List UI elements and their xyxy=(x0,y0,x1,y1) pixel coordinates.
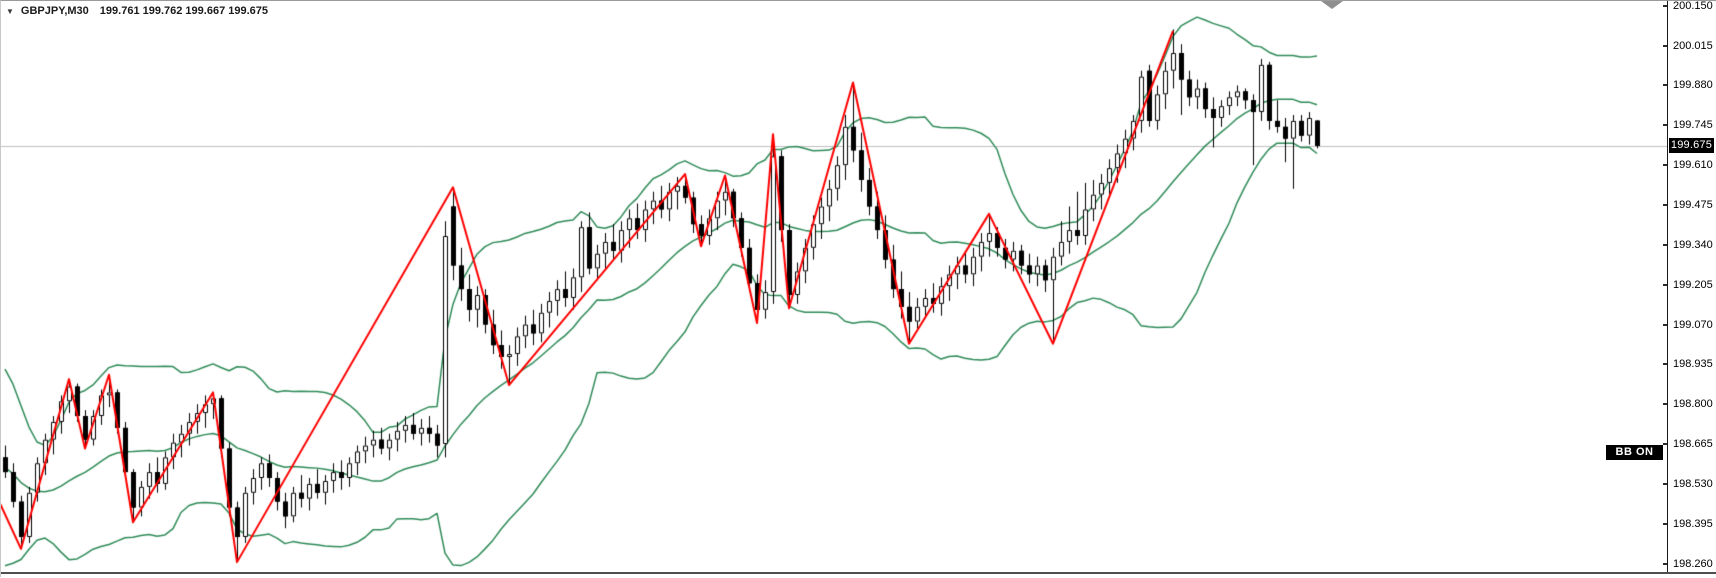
price-tick-label: 198.935 xyxy=(1673,358,1713,371)
ohlc-quotes-label: 199.761 199.762 199.667 199.675 xyxy=(99,5,269,17)
price-tick-label: 199.205 xyxy=(1673,278,1713,291)
price-tick-mark xyxy=(1663,124,1667,127)
price-tick-mark xyxy=(1663,403,1667,406)
symbol-dropdown-icon[interactable]: ▼ xyxy=(6,7,14,16)
price-tick-label: 199.475 xyxy=(1673,199,1713,211)
price-tick-label: 199.070 xyxy=(1673,318,1713,331)
chart-bottom-border xyxy=(1,572,1716,574)
price-tick-mark xyxy=(1663,243,1667,246)
price-tick-label: 198.800 xyxy=(1673,398,1713,411)
price-tick-label: 198.260 xyxy=(1673,557,1713,570)
price-tick-label: 199.610 xyxy=(1673,159,1713,172)
price-tick-mark xyxy=(1663,482,1667,485)
price-tick-mark xyxy=(1663,363,1667,366)
price-tick-mark xyxy=(1663,283,1667,286)
price-tick-mark xyxy=(1663,44,1667,47)
bb-toggle-badge[interactable]: BB ON xyxy=(1606,445,1663,460)
price-tick-label: 198.665 xyxy=(1673,438,1713,451)
price-tick-mark xyxy=(1663,522,1667,525)
symbol-timeframe-label: GBPJPY,M30 xyxy=(20,5,89,17)
price-tick-mark xyxy=(1663,323,1667,326)
chart-header: ▼ GBPJPY,M30 199.761 199.762 199.667 199… xyxy=(6,5,268,17)
price-tick-label: 198.530 xyxy=(1673,477,1713,490)
price-tick-label: 199.880 xyxy=(1673,79,1713,92)
price-tick-mark xyxy=(1663,562,1667,565)
price-tick-label: 199.340 xyxy=(1673,238,1713,251)
price-tick-mark xyxy=(1663,443,1667,446)
price-tick-label: 200.015 xyxy=(1673,39,1713,52)
price-tick-mark xyxy=(1663,4,1667,7)
price-tick-label: 200.150 xyxy=(1673,0,1713,12)
price-tick-mark xyxy=(1663,84,1667,87)
chart-shift-marker-icon[interactable] xyxy=(1321,1,1343,9)
current-price-label: 199.675 xyxy=(1669,138,1714,153)
candlestick-chart-area[interactable] xyxy=(1,1,1667,578)
price-tick-label: 199.745 xyxy=(1673,119,1713,132)
price-axis[interactable]: 200.150 200.015 199.880 199.745 199.610 199.4… xyxy=(1667,0,1716,572)
price-tick-mark xyxy=(1663,204,1667,206)
price-tick-label: 198.395 xyxy=(1673,517,1713,530)
price-tick-mark xyxy=(1663,164,1667,167)
